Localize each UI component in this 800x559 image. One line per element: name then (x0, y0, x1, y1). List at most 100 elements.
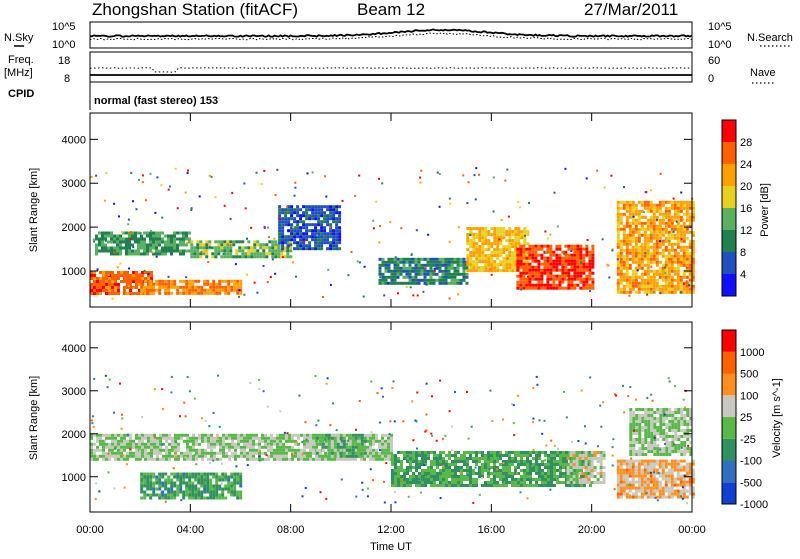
heat-cell (674, 243, 677, 246)
heat-cell-scatter (566, 277, 568, 279)
heat-cell (629, 258, 632, 261)
heat-cell (226, 252, 229, 255)
heat-cell (490, 263, 493, 266)
heat-cell (641, 453, 644, 456)
heat-cell (348, 458, 351, 461)
heat-cell (358, 440, 361, 443)
heat-cell (644, 408, 647, 411)
heat-cell (418, 279, 421, 282)
heat-cell (236, 292, 239, 295)
heat-cell (430, 460, 433, 463)
heat-cell (457, 475, 460, 478)
heat-cell (442, 273, 445, 276)
heat-cell (96, 437, 99, 440)
heat-cell (623, 258, 626, 261)
heat-cell (650, 496, 653, 499)
heat-cell (391, 472, 394, 475)
heat-cell (138, 437, 141, 440)
heat-cell (168, 455, 171, 458)
heat-cell (600, 475, 603, 478)
heat-cell (472, 227, 475, 230)
heat-cell (141, 437, 144, 440)
heat-cell (517, 466, 520, 469)
heat-cell (541, 481, 544, 484)
heat-cell-scatter (511, 243, 513, 245)
heat-cell (481, 230, 484, 233)
heat-cell (372, 455, 375, 458)
heat-cell (323, 235, 326, 238)
heat-cell (433, 475, 436, 478)
heat-cell (311, 217, 314, 220)
heat-cell (209, 292, 212, 295)
heat-cell (239, 485, 242, 488)
heat-cell (680, 285, 683, 288)
heat-cell (141, 443, 144, 446)
heat-cell (617, 490, 620, 493)
heat-cell (487, 263, 490, 266)
heat-cell (238, 246, 241, 249)
heat-cell (469, 472, 472, 475)
heat-cell (195, 443, 198, 446)
heat-cell (579, 269, 582, 272)
heat-cell (138, 434, 141, 437)
heat-cell (93, 449, 96, 452)
heat-cell (617, 231, 620, 234)
heat-cell (332, 232, 335, 235)
heat-cell (617, 222, 620, 225)
heat-cell-scatter (191, 207, 193, 209)
heat-cell (457, 478, 460, 481)
heat-cell (683, 240, 686, 243)
heat-cell (329, 208, 332, 211)
heat-cell (143, 244, 146, 247)
heat-cell (224, 292, 227, 295)
heat-cell (478, 245, 481, 248)
heat-cell (243, 440, 246, 443)
heat-cell (535, 481, 538, 484)
heat-cell (629, 216, 632, 219)
heat-cell (463, 261, 466, 264)
heat-cell (567, 269, 570, 272)
heat-cell (250, 255, 253, 258)
heat-cell (647, 469, 650, 472)
heat-cell (629, 237, 632, 240)
heat-cell (268, 240, 271, 243)
heat-cell (638, 228, 641, 231)
heat-cell (224, 485, 227, 488)
heat-cell (135, 280, 138, 283)
heat-cell (582, 454, 585, 457)
heat-cell (215, 482, 218, 485)
heat-cell (677, 258, 680, 261)
heat-cell (421, 469, 424, 472)
heat-cell (677, 210, 680, 213)
heat-cell (412, 481, 415, 484)
heat-cell (234, 446, 237, 449)
heat-cell (366, 449, 369, 452)
heat-cell (197, 494, 200, 497)
heat-cell (161, 238, 164, 241)
heat-cell (244, 246, 247, 249)
heat-cell (243, 455, 246, 458)
heat-cell (451, 279, 454, 282)
heat-cell (576, 251, 579, 254)
heat-cell (278, 211, 281, 214)
heat-cell (135, 286, 138, 289)
heat-cell (632, 466, 635, 469)
heat-cell (171, 440, 174, 443)
heat-cell (195, 449, 198, 452)
heat-cell (496, 472, 499, 475)
heat-cell (689, 201, 692, 204)
heat-cell (626, 460, 629, 463)
heat-cell (117, 286, 120, 289)
heat-cell-scatter (474, 174, 476, 176)
heat-cell (632, 237, 635, 240)
heat-cell (239, 292, 242, 295)
heat-cell (241, 252, 244, 255)
heat-cell (287, 244, 290, 247)
heat-cell (189, 437, 192, 440)
heat-cell-scatter (545, 251, 547, 253)
heat-cell (570, 284, 573, 287)
heat-cell (167, 247, 170, 250)
heat-cell (203, 473, 206, 476)
heat-cell (534, 266, 537, 269)
heat-cell (629, 264, 632, 267)
